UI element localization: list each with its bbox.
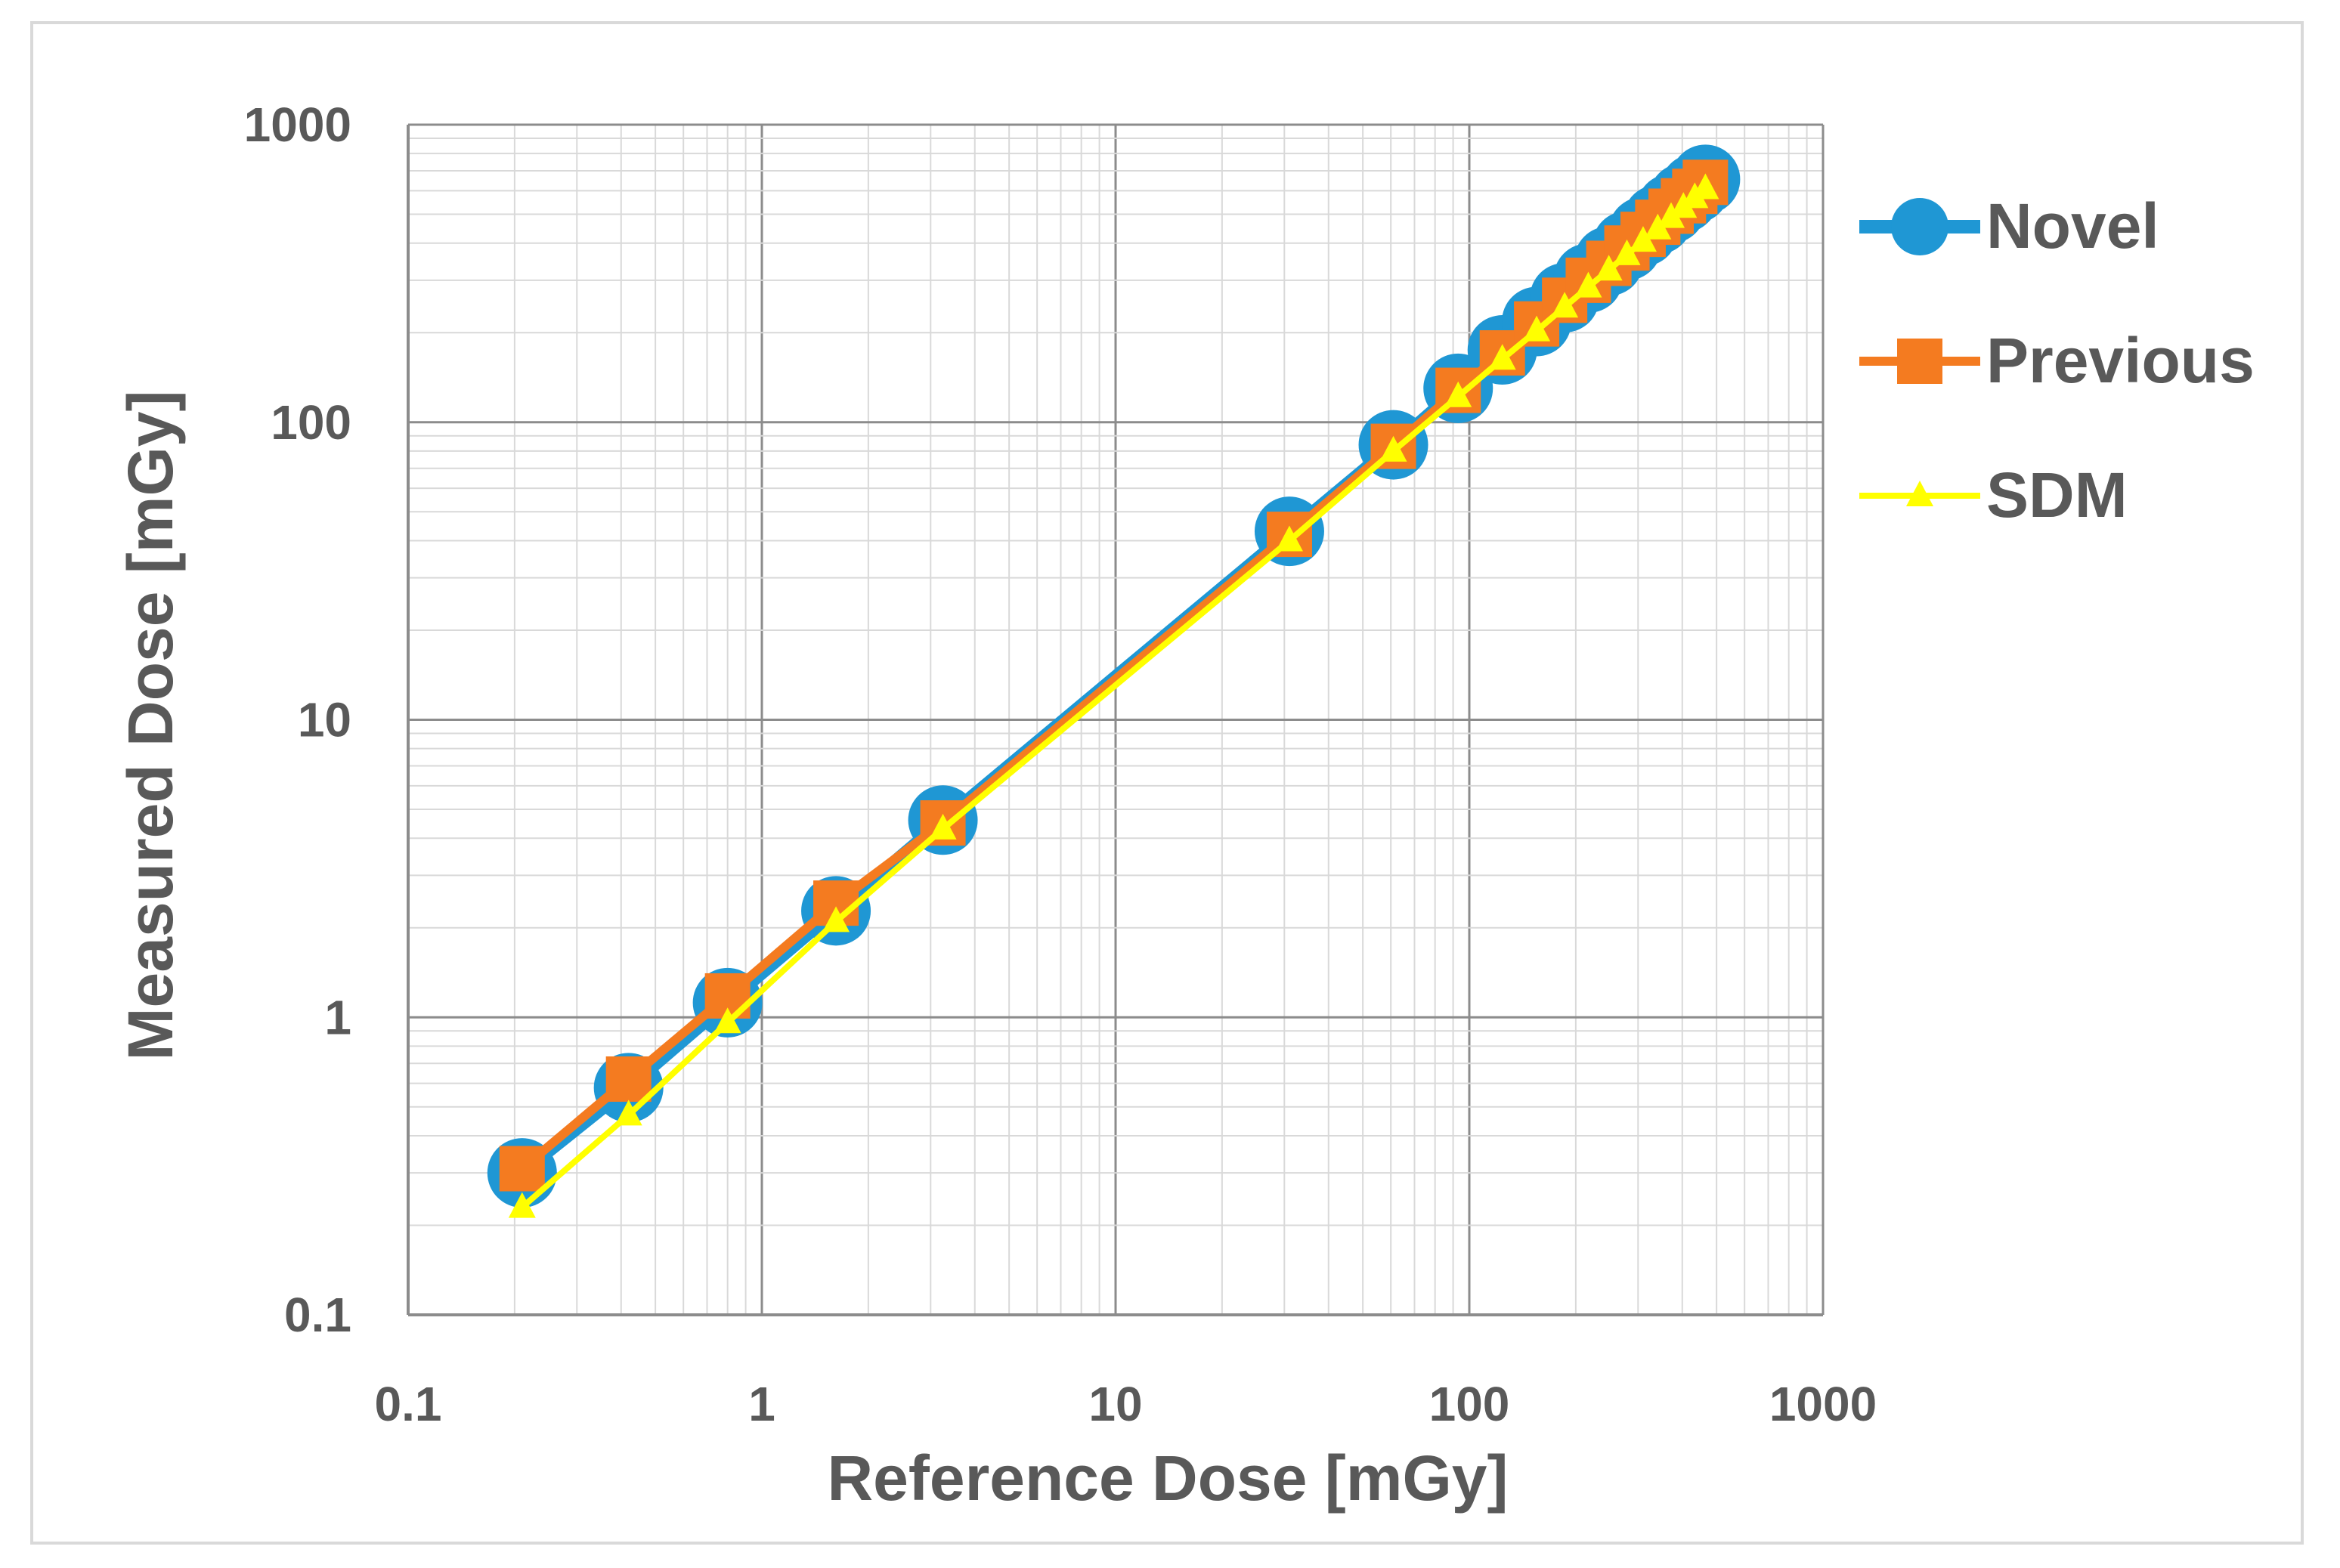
point-sdm (1551, 292, 1579, 318)
legend-item-sdm[interactable]: SDM (1859, 459, 2128, 530)
x-axis-title: Reference Dose [mGy] (828, 1443, 1509, 1514)
grid (407, 123, 1825, 1316)
point-sdm (508, 1192, 536, 1218)
y-tick-label: 1 (324, 990, 351, 1044)
point-previous (499, 1146, 545, 1192)
point-sdm (822, 906, 850, 932)
point-sdm (1444, 381, 1472, 407)
point-sdm (929, 813, 957, 840)
y-axis-title: Measured Dose [mGy] (115, 391, 186, 1061)
point-sdm (1275, 525, 1303, 552)
point-sdm (614, 1099, 642, 1126)
point-sdm (1379, 435, 1407, 462)
x-tick-label: 1 (748, 1377, 775, 1431)
point-sdm (1523, 315, 1551, 342)
point-sdm (1629, 226, 1657, 252)
point-previous (605, 1056, 652, 1102)
series-sdm (508, 173, 1719, 1218)
legend-marker-novel (1891, 198, 1948, 255)
x-tick-label: 0.1 (375, 1377, 442, 1431)
legend-marker-previous (1897, 339, 1942, 384)
x-tick-label: 10 (1088, 1377, 1142, 1431)
x-tick-label: 100 (1429, 1377, 1510, 1431)
legend-label-previous: Previous (1986, 325, 2255, 396)
legend-marker-sdm (1906, 481, 1933, 506)
point-sdm (1692, 173, 1719, 199)
point-sdm (1595, 255, 1623, 281)
x-tick-label: 1000 (1769, 1377, 1877, 1431)
legend-label-novel: Novel (1986, 190, 2159, 261)
y-tick-label: 100 (271, 395, 351, 450)
point-sdm (1488, 344, 1516, 370)
y-tick-label: 0.1 (284, 1288, 351, 1342)
legend-item-previous[interactable]: Previous (1859, 325, 2255, 396)
series-layer (487, 144, 1741, 1218)
point-sdm (1644, 213, 1672, 240)
legend-label-sdm: SDM (1986, 459, 2128, 530)
legend: Novel Previous SDM (1859, 190, 2255, 530)
y-tick-label: 1000 (244, 97, 351, 152)
series-previous (499, 159, 1729, 1192)
tick-labels: 0.1 1 10 100 1000 0.1 1 10 100 1000 (244, 97, 1877, 1431)
y-tick-label: 10 (298, 693, 351, 747)
legend-item-novel[interactable]: Novel (1859, 190, 2159, 261)
series-line-sdm (520, 186, 1707, 1210)
point-sdm (1613, 239, 1641, 265)
point-sdm (713, 1007, 741, 1034)
point-sdm (1658, 202, 1685, 228)
point-sdm (1574, 271, 1602, 298)
